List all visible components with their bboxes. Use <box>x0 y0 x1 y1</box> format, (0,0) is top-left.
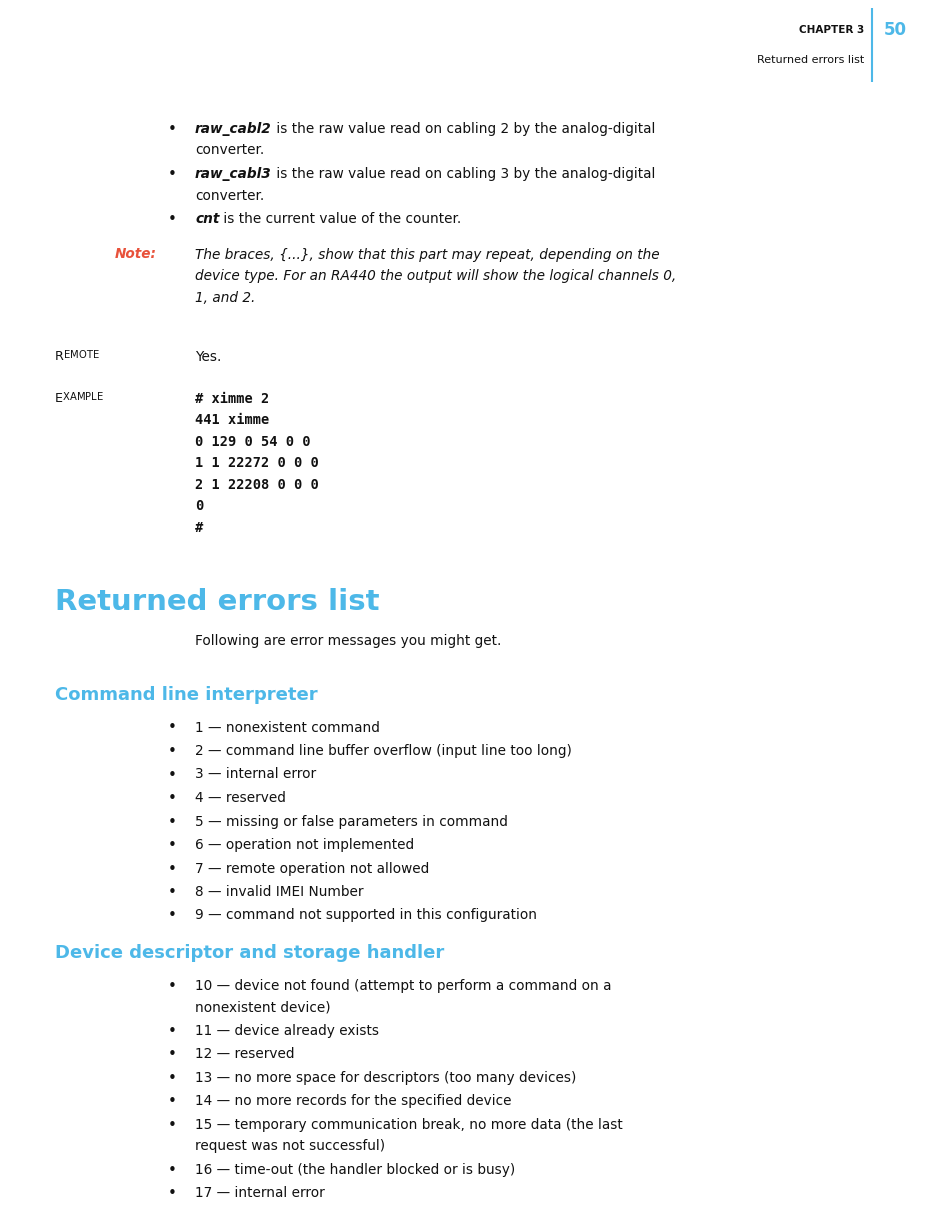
Text: 10 — device not found (attempt to perform a command on a: 10 — device not found (attempt to perfor… <box>195 979 611 993</box>
Text: 1 1 22272 0 0 0: 1 1 22272 0 0 0 <box>195 456 319 471</box>
Text: P: P <box>85 392 92 402</box>
Text: converter.: converter. <box>195 143 265 158</box>
Text: 17 — internal error: 17 — internal error <box>195 1187 324 1200</box>
Text: •: • <box>167 838 177 852</box>
Text: #: # <box>195 520 203 535</box>
Text: 11 — device already exists: 11 — device already exists <box>195 1024 379 1038</box>
Text: •: • <box>167 167 177 182</box>
Text: •: • <box>167 212 177 227</box>
Text: 2 — command line buffer overflow (input line too long): 2 — command line buffer overflow (input … <box>195 744 572 758</box>
Text: •: • <box>167 815 177 829</box>
Text: M: M <box>77 392 85 402</box>
Text: raw_cabl2: raw_cabl2 <box>195 122 272 136</box>
Text: 441 ximme: 441 ximme <box>195 413 269 428</box>
Text: is the raw value read on cabling 2 by the analog-digital: is the raw value read on cabling 2 by th… <box>272 122 655 136</box>
Text: •: • <box>167 1187 177 1201</box>
Text: 14 — no more records for the specified device: 14 — no more records for the specified d… <box>195 1094 511 1109</box>
Text: •: • <box>167 1094 177 1109</box>
Text: Note:: Note: <box>115 248 157 261</box>
Text: 8 — invalid IMEI Number: 8 — invalid IMEI Number <box>195 885 364 899</box>
Text: M: M <box>70 350 79 360</box>
Text: •: • <box>167 1071 177 1086</box>
Text: raw_cabl3: raw_cabl3 <box>195 167 272 181</box>
Text: X: X <box>63 392 70 402</box>
Text: Returned errors list: Returned errors list <box>55 587 380 615</box>
Text: •: • <box>167 1118 177 1133</box>
Text: Returned errors list: Returned errors list <box>756 55 864 64</box>
Text: O: O <box>79 350 87 360</box>
Text: •: • <box>167 979 177 993</box>
Text: CHAPTER 3: CHAPTER 3 <box>798 26 864 35</box>
Text: 6 — operation not implemented: 6 — operation not implemented <box>195 838 414 852</box>
Text: converter.: converter. <box>195 188 265 203</box>
Text: device type. For an RA440 the output will show the logical channels 0,: device type. For an RA440 the output wil… <box>195 269 676 283</box>
Text: is the raw value read on cabling 3 by the analog-digital: is the raw value read on cabling 3 by th… <box>272 167 655 181</box>
Text: •: • <box>167 861 177 877</box>
Text: 12 — reserved: 12 — reserved <box>195 1047 295 1062</box>
Text: 50: 50 <box>884 21 907 39</box>
Text: 3 — internal error: 3 — internal error <box>195 767 316 782</box>
Text: 1 — nonexistent command: 1 — nonexistent command <box>195 721 380 734</box>
Text: is the current value of the counter.: is the current value of the counter. <box>220 212 462 226</box>
Text: 2 1 22208 0 0 0: 2 1 22208 0 0 0 <box>195 478 319 492</box>
Text: •: • <box>167 767 177 783</box>
Text: cnt: cnt <box>195 212 220 226</box>
Text: 9 — command not supported in this configuration: 9 — command not supported in this config… <box>195 908 537 923</box>
Text: 16 — time-out (the handler blocked or is busy): 16 — time-out (the handler blocked or is… <box>195 1162 515 1177</box>
Text: R: R <box>55 350 64 364</box>
Text: 13 — no more space for descriptors (too many devices): 13 — no more space for descriptors (too … <box>195 1071 576 1085</box>
Text: •: • <box>167 1024 177 1038</box>
Text: E: E <box>55 392 63 405</box>
Text: •: • <box>167 908 177 923</box>
Text: •: • <box>167 122 177 137</box>
Text: Yes.: Yes. <box>195 350 222 364</box>
Text: •: • <box>167 721 177 736</box>
Text: L: L <box>92 392 97 402</box>
Text: 7 — remote operation not allowed: 7 — remote operation not allowed <box>195 861 429 876</box>
Text: 15 — temporary communication break, no more data (the last: 15 — temporary communication break, no m… <box>195 1118 623 1132</box>
Text: •: • <box>167 1047 177 1063</box>
Text: 5 — missing or false parameters in command: 5 — missing or false parameters in comma… <box>195 815 508 828</box>
Text: 4 — reserved: 4 — reserved <box>195 790 286 805</box>
Text: Command line interpreter: Command line interpreter <box>55 686 318 704</box>
Text: E: E <box>64 350 70 360</box>
Text: E: E <box>97 392 103 402</box>
Text: •: • <box>167 744 177 759</box>
Text: The braces, {...}, show that this part may repeat, depending on the: The braces, {...}, show that this part m… <box>195 248 659 261</box>
Text: 0: 0 <box>195 500 203 513</box>
Text: A: A <box>70 392 77 402</box>
Text: Device descriptor and storage handler: Device descriptor and storage handler <box>55 944 444 962</box>
Text: •: • <box>167 790 177 806</box>
Text: # ximme 2: # ximme 2 <box>195 392 269 406</box>
Text: •: • <box>167 885 177 900</box>
Text: •: • <box>167 1162 177 1178</box>
Text: 0 129 0 54 0 0: 0 129 0 54 0 0 <box>195 435 310 449</box>
Text: E: E <box>93 350 99 360</box>
Text: Following are error messages you might get.: Following are error messages you might g… <box>195 634 501 647</box>
Text: T: T <box>87 350 93 360</box>
Text: 1, and 2.: 1, and 2. <box>195 291 255 304</box>
Text: nonexistent device): nonexistent device) <box>195 1001 331 1014</box>
Text: request was not successful): request was not successful) <box>195 1139 385 1154</box>
